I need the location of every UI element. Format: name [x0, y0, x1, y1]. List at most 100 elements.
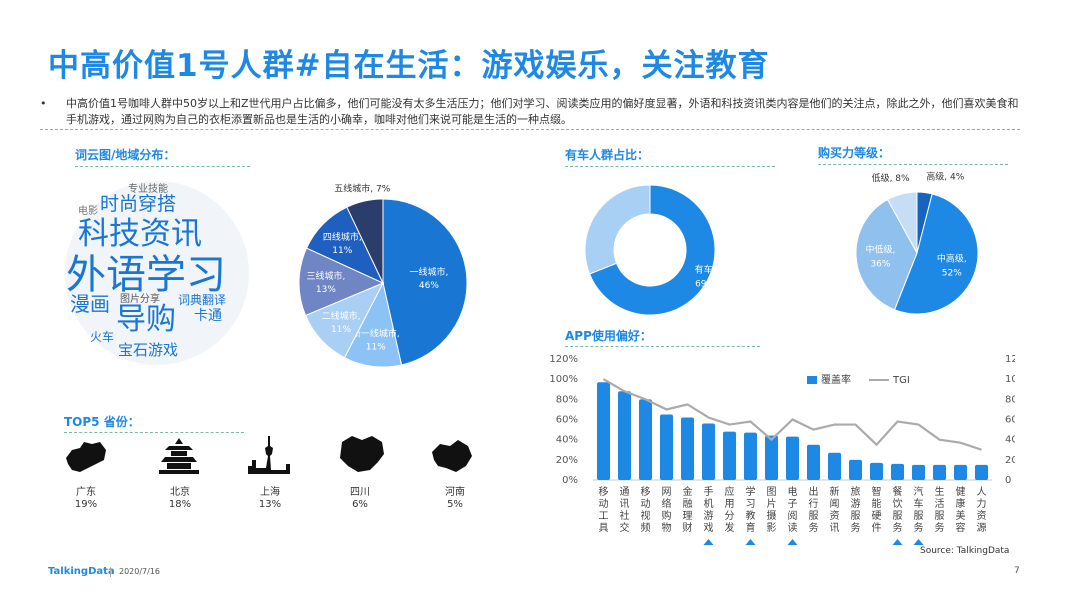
purchase-section-label: 购买力等级： [818, 146, 891, 160]
pie-slice-label: 五线城市, 7% [334, 182, 390, 194]
bar [659, 414, 674, 480]
pie-slice-value: 46% [419, 281, 439, 291]
pie-slice [346, 198, 384, 284]
x-tick-char: 游 [704, 509, 714, 522]
page-number: 7 [1014, 566, 1020, 576]
summary-divider [40, 129, 1020, 130]
summary-body: 中高价值1号咖啡人群中50岁以上和Z世代用户占比偏多，他们可能没有太多生活压力；… [66, 97, 1019, 126]
bar [953, 464, 968, 480]
bar [848, 459, 863, 480]
y-left-tick: 40% [556, 435, 578, 446]
x-tick-char: 频 [641, 521, 651, 534]
province-name: 上海 [260, 487, 280, 498]
x-tick-char: 出 [809, 485, 819, 498]
province-name: 广东 [76, 487, 96, 498]
x-tick-char: 服 [914, 510, 924, 522]
legend-line-label: TGI [892, 375, 910, 386]
y-right-tick: 120 [1005, 354, 1015, 365]
pie-slice-label: 中低级, [866, 243, 896, 255]
x-tick-char: 戏 [704, 522, 714, 534]
wc-word-shopping-guide: 导购 [116, 302, 176, 337]
beijing-temple-icon [159, 438, 199, 474]
x-tick-char: 络 [662, 497, 672, 510]
x-tick-char: 汽 [914, 485, 924, 498]
bar [596, 382, 611, 480]
bar [764, 435, 779, 480]
pie-slice-label: 低级, 8% [872, 172, 910, 184]
pie-slice-value: 11% [366, 343, 386, 353]
province-item: 北京 18% [150, 487, 210, 511]
top5-section-label: TOP5 省份： [64, 415, 140, 429]
y-right-tick: 100 [1005, 374, 1015, 385]
wc-word-image-share: 图片分享 [120, 294, 160, 305]
pie-slice-label: 四线城市, [323, 231, 362, 243]
word-cloud-background [65, 181, 249, 365]
y-right-tick: 80 [1005, 394, 1015, 405]
top5-divider [64, 432, 244, 433]
x-tick-char: 美 [956, 509, 966, 522]
wc-word-language: 外语学习 [66, 252, 226, 298]
summary-text: • 中高价值1号咖啡人群中50岁以上和Z世代用户占比偏多，他们可能没有太多生活压… [40, 96, 1025, 128]
donut-label: 有车, [695, 264, 716, 276]
bullet-dot: • [40, 97, 47, 110]
x-tick-char: 移 [599, 485, 609, 498]
x-tick-char: 服 [851, 510, 861, 522]
x-tick-char: 交 [620, 521, 630, 534]
x-tick-char: 力 [977, 497, 987, 510]
x-tick-char: 阅 [788, 509, 798, 522]
x-tick-char: 源 [977, 521, 987, 534]
pie-slice [588, 184, 716, 316]
pie-slice-label: 三线城市, [306, 270, 345, 282]
app-section-label: APP使用偏好： [565, 329, 652, 343]
henan-map-icon [432, 440, 472, 472]
province-item: 广东 19% [56, 487, 116, 511]
x-tick-char: 移 [641, 485, 651, 498]
highlight-marker [745, 539, 756, 545]
x-tick-char: 图 [767, 486, 777, 498]
bar [890, 463, 905, 480]
pie-slice [893, 193, 979, 315]
y-right-tick: 0 [1005, 475, 1011, 486]
x-tick-char: 动 [599, 498, 609, 510]
bar [974, 464, 989, 480]
y-left-tick: 20% [556, 455, 578, 466]
pie-slice-label: 高级, 4% [926, 171, 964, 183]
x-tick-char: 讯 [620, 498, 630, 510]
x-tick-char: 服 [935, 510, 945, 522]
donut-value: 69% [695, 280, 715, 290]
province-name: 北京 [170, 487, 190, 498]
x-tick-char: 融 [683, 498, 693, 510]
x-tick-char: 车 [914, 497, 924, 510]
x-tick-char: 务 [809, 521, 819, 534]
x-tick-char: 资 [977, 510, 987, 522]
highlight-marker [892, 539, 903, 545]
bar [638, 399, 653, 480]
talkingdata-logo: TalkingData [48, 566, 115, 577]
purchase-divider [818, 164, 1008, 165]
province-name: 四川 [350, 487, 370, 498]
car-owner-donut-chart: 有车, 69% [584, 184, 716, 316]
pie-slice-label: 新一线城市, [352, 328, 400, 340]
x-tick-char: 活 [935, 498, 945, 510]
pie-slice [584, 184, 651, 275]
y-right-tick: 40 [1005, 435, 1015, 446]
footer-separator [110, 567, 111, 577]
pie-slice-label: 二线城市, [322, 310, 361, 322]
wc-word-dictionary: 词典翻译 [178, 293, 227, 307]
bar [680, 417, 695, 480]
page-title: 中高价值1号人群#自在生活：游戏娱乐，关注教育 [48, 48, 770, 84]
x-tick-char: 工 [599, 511, 609, 522]
province-name: 河南 [445, 487, 465, 498]
pie-slice [886, 191, 918, 254]
pie-slice-value: 11% [332, 246, 352, 256]
x-tick-char: 习 [746, 499, 756, 510]
y-left-tick: 0% [562, 475, 578, 486]
province-pct: 6% [352, 499, 368, 510]
bar [701, 423, 716, 480]
wc-word-cartoon: 卡通 [194, 308, 222, 324]
x-tick-char: 分 [725, 510, 735, 522]
pie-slice-value: 36% [870, 259, 890, 269]
x-tick-char: 游 [851, 497, 861, 510]
x-tick-char: 生 [935, 485, 945, 498]
pie-slice [855, 198, 918, 311]
